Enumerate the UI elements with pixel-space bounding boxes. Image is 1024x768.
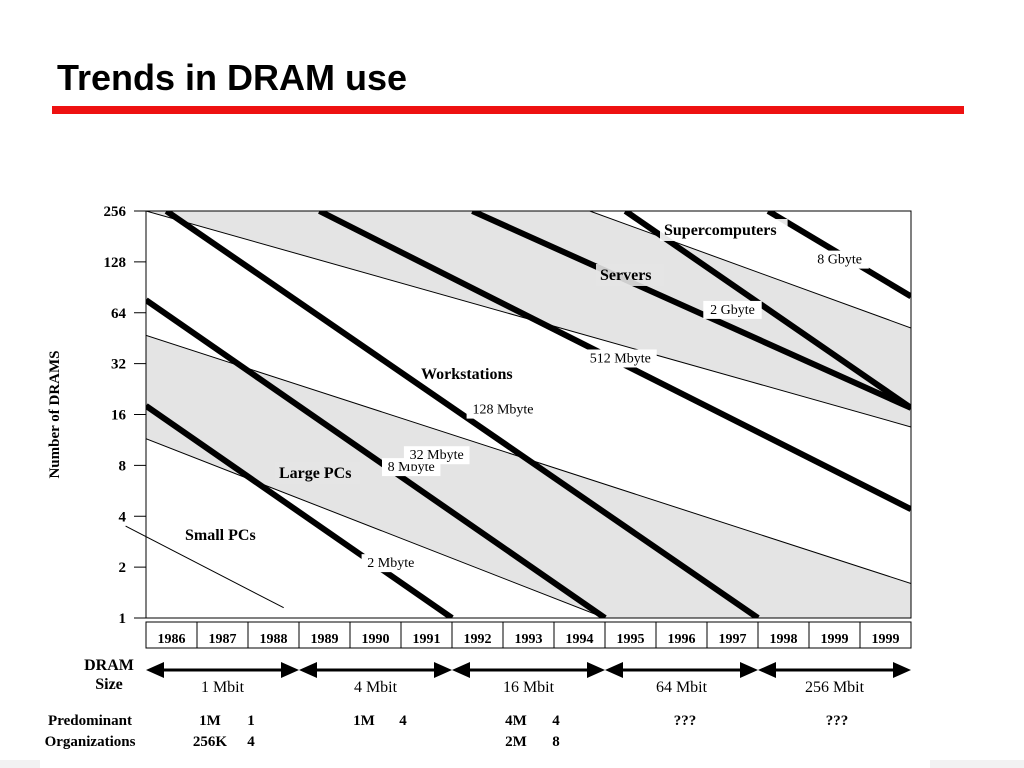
- organization-value: 4M: [505, 713, 527, 729]
- dram-size-label: DRAM: [84, 657, 134, 674]
- organization-count: 1: [247, 713, 255, 729]
- arrow-left-head: [452, 662, 470, 678]
- organization-value: 256K: [193, 734, 228, 750]
- memory-size-label-bg: [361, 554, 420, 573]
- memory-size-line: [164, 211, 760, 618]
- dram-generation-size: 1 Mbit: [201, 679, 245, 696]
- x-tick-label: 1997: [719, 632, 747, 647]
- memory-size-label-bg: [703, 300, 762, 319]
- segment-label: Servers: [600, 267, 652, 284]
- y-tick-label: 1: [119, 611, 127, 627]
- segment-boundary-line: [589, 211, 911, 329]
- segment-label: Workstations: [421, 366, 513, 383]
- memory-size-label: 512 Mbyte: [590, 351, 651, 366]
- segment-label: Supercomputers: [664, 222, 777, 239]
- dram-generation-size: 64 Mbit: [656, 679, 708, 696]
- memory-size-label-bg: [403, 446, 470, 465]
- organization-value: ???: [674, 713, 697, 729]
- memory-size-label: 32 Mbyte: [410, 448, 464, 463]
- organizations-label: Predominant: [48, 713, 132, 729]
- plot-content: [146, 211, 911, 618]
- memory-size-label-bg: [810, 250, 869, 269]
- x-tick-label: 1996: [668, 632, 696, 647]
- organizations-label: Organizations: [45, 734, 136, 750]
- memory-size-label: 2 Gbyte: [710, 303, 755, 318]
- year-row-frame: [145, 621, 912, 649]
- y-tick-label: 8: [119, 458, 127, 474]
- x-tick-label: 1992: [464, 632, 492, 647]
- organization-value: ???: [826, 713, 849, 729]
- x-tick-label: 1991: [413, 632, 441, 647]
- dram-size-label: Size: [95, 676, 123, 693]
- organization-count: 4: [247, 734, 255, 750]
- x-tick-label: 1999: [821, 632, 849, 647]
- memory-size-line: [146, 403, 454, 618]
- memory-size-line: [471, 211, 911, 411]
- x-tick-label: 1986: [158, 632, 186, 647]
- segment-label-bg: [660, 219, 788, 241]
- arrow-right-head: [587, 662, 605, 678]
- y-tick-label: 16: [111, 408, 127, 424]
- arrow-left-head: [758, 662, 776, 678]
- x-tick-label: 1993: [515, 632, 543, 647]
- footer-mark: [930, 760, 1024, 768]
- title-underline: [52, 106, 964, 114]
- footer-mark: [0, 760, 40, 768]
- y-tick-label: 128: [104, 255, 127, 271]
- arrow-right-head: [740, 662, 758, 678]
- segment-boundary-line: [146, 438, 606, 618]
- segment-label: Large PCs: [279, 465, 351, 482]
- memory-size-label: 8 Gbyte: [817, 253, 862, 268]
- arrow-right-head: [281, 662, 299, 678]
- y-tick-label: 64: [111, 306, 127, 322]
- y-tick-label: 32: [111, 357, 126, 373]
- x-tick-label: 1987: [209, 632, 237, 647]
- x-tick-label: 1999: [872, 632, 900, 647]
- arrow-right-head: [434, 662, 452, 678]
- segment-boundary-line: [125, 525, 284, 609]
- slide-title: Trends in DRAM use: [57, 57, 408, 98]
- memory-size-line: [623, 211, 911, 411]
- x-tick-label: 1989: [311, 632, 339, 647]
- organization-value: 1M: [353, 713, 375, 729]
- large-pc-band: [146, 335, 911, 618]
- organization-value: 1M: [199, 713, 221, 729]
- arrow-left-head: [299, 662, 317, 678]
- y-axis-label: Number of DRAMS: [47, 350, 63, 478]
- x-tick-label: 1990: [362, 632, 390, 647]
- organization-count: 8: [552, 734, 560, 750]
- y-tick-label: 256: [104, 204, 127, 220]
- x-tick-label: 1994: [566, 632, 594, 647]
- dram-generation-size: 256 Mbit: [805, 679, 865, 696]
- dram-generation-size: 16 Mbit: [503, 679, 555, 696]
- y-tick-label: 4: [119, 509, 127, 525]
- segment-label-bg: [275, 462, 361, 484]
- organization-count: 4: [399, 713, 407, 729]
- x-tick-label: 1988: [260, 632, 288, 647]
- segment-label: Small PCs: [185, 527, 256, 544]
- organization-value: 2M: [505, 734, 527, 750]
- memory-size-line: [146, 297, 607, 618]
- arrow-left-head: [605, 662, 623, 678]
- segment-label-bg: [596, 264, 665, 286]
- memory-size-label-bg: [583, 349, 657, 368]
- memory-size-label: 128 Mbyte: [472, 403, 533, 418]
- memory-size-label: 2 Mbyte: [367, 556, 414, 571]
- x-tick-label: 1998: [770, 632, 798, 647]
- memory-size-label-bg: [466, 400, 540, 419]
- x-tick-label: 1995: [617, 632, 645, 647]
- y-tick-label: 2: [119, 560, 127, 576]
- organization-count: 4: [552, 713, 560, 729]
- arrow-right-head: [893, 662, 911, 678]
- arrow-left-head: [146, 662, 164, 678]
- dram-generation-size: 4 Mbit: [354, 679, 398, 696]
